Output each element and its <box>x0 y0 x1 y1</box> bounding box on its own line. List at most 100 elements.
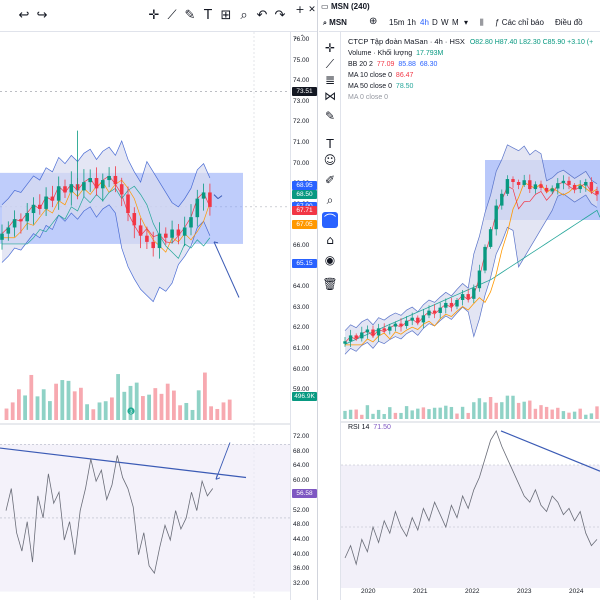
volume-bar <box>10 402 15 420</box>
undo-arrow-icon[interactable]: ↩ <box>18 8 30 23</box>
volume-bar <box>561 411 566 419</box>
fib-icon[interactable]: ≣ <box>324 73 336 87</box>
candle-body <box>393 323 398 327</box>
legend-ma-hidden-row: MA 0 close 0 <box>348 92 593 103</box>
trend-line-icon[interactable]: ⟋ <box>167 8 177 23</box>
candle-body <box>145 235 149 242</box>
brush-icon[interactable]: ✎ <box>324 109 336 123</box>
price-axis-label: 63.00 <box>293 303 310 311</box>
ruler-icon[interactable]: ✐ <box>324 173 336 187</box>
symbol-search[interactable]: ⌕ MSN <box>323 18 347 28</box>
eye-icon[interactable]: ◉ <box>324 253 336 267</box>
crosshair-icon[interactable]: ✛ <box>324 41 336 55</box>
volume-bar <box>23 395 27 420</box>
zoom-icon[interactable]: ⌕ <box>240 8 248 23</box>
volume-bar <box>500 402 504 419</box>
legend-bb-row: BB 20 2 77.09 85.88 68.30 <box>348 59 593 70</box>
interval-4h[interactable]: 4h <box>420 18 429 27</box>
volume-bar <box>48 401 52 420</box>
candle-body <box>427 310 431 316</box>
candle-body <box>201 192 206 199</box>
interval-W[interactable]: W <box>441 18 449 27</box>
candle-body <box>343 341 347 344</box>
trash-icon[interactable]: 🗑 <box>322 277 338 291</box>
dropdown-chevron-icon[interactable]: ▾ <box>464 18 469 27</box>
rsi-axis-label: 40.00 <box>293 550 310 558</box>
left-price-chart[interactable]: 3 <box>0 32 290 600</box>
volume-bar <box>41 389 46 420</box>
add-icon[interactable]: + <box>295 3 305 16</box>
candle-body <box>119 184 124 195</box>
price-axis-label: 75.00 <box>293 56 310 64</box>
candle-body <box>561 180 566 184</box>
candle-body <box>511 179 515 182</box>
interval-1h[interactable]: 1h <box>407 18 416 27</box>
emoji-icon[interactable]: ☺ <box>323 153 337 167</box>
indicators-button[interactable]: ƒ Các chỉ báo <box>495 18 544 27</box>
volume-bar <box>466 412 470 419</box>
price-badge: 68.95 <box>292 180 317 190</box>
candle-body <box>494 205 498 230</box>
close-icon[interactable]: ✕ <box>308 5 316 15</box>
volume-bar <box>91 409 96 420</box>
window-title: MSN (240) <box>331 2 370 11</box>
crosshair-icon[interactable]: ✛ <box>148 8 160 23</box>
candle-body <box>0 233 4 240</box>
text-icon[interactable]: T <box>204 8 212 23</box>
right-chart-pane[interactable]: ▭ MSN (240) ⌕ MSN ⊕ 15m 1h 4h D W M ▾ ⫼ … <box>319 0 600 600</box>
lock-icon[interactable]: ⌂ <box>326 233 334 247</box>
candle-body <box>595 190 599 195</box>
text-icon[interactable]: T <box>326 137 334 151</box>
time-axis-label: 2022 <box>465 588 480 595</box>
bb-basis: 77.09 <box>376 61 395 68</box>
undo-icon[interactable]: ↶ <box>256 8 268 23</box>
candle-body <box>189 217 193 228</box>
interval-M[interactable]: M <box>452 18 459 27</box>
redo-arrow-icon[interactable]: ↪ <box>36 8 48 23</box>
volume-bar <box>343 410 347 419</box>
volume-bar <box>371 413 375 419</box>
legend-ma50-row: MA 50 close 0 78.50 <box>348 81 593 92</box>
candle-body <box>528 180 532 190</box>
volume-label: Volume · Khối lượng <box>348 50 413 57</box>
measure-icon[interactable]: ⊞ <box>220 8 232 23</box>
volume-bar <box>404 406 409 419</box>
volume-bar <box>584 414 588 419</box>
ma50-value: 78.50 <box>395 83 414 90</box>
left-chart-pane[interactable]: ✛ ⟋ ✎ T ⊞ ⌕ ↶ ↷ ↩ ↪ + ✕ 3 76.00 75.00 74.0… <box>0 0 318 600</box>
price-axis-label: 71.00 <box>293 139 310 146</box>
trend-line-icon[interactable]: ⟋ <box>325 57 335 71</box>
candle-body <box>567 180 571 185</box>
brush-icon[interactable]: ✎ <box>184 8 196 23</box>
candle-body <box>56 186 61 201</box>
volume-bar <box>66 380 71 420</box>
pattern-icon[interactable]: ⋈ <box>324 89 336 103</box>
volume-bar <box>54 383 58 420</box>
left-price-axis[interactable]: 76.0075.0074.0073.0072.0071.0070.0069.00… <box>290 32 317 600</box>
drawn-arrow-head <box>213 194 223 200</box>
volume-bar <box>550 409 554 419</box>
candle-body <box>360 332 364 339</box>
volume-bar <box>172 390 176 420</box>
redo-icon[interactable]: ↷ <box>274 8 286 23</box>
interval-D[interactable]: D <box>432 18 438 27</box>
magnet-icon[interactable]: ⌒ <box>322 212 338 228</box>
interval-15m[interactable]: 15m <box>389 18 405 27</box>
right-price-chart[interactable] <box>341 32 600 588</box>
layout-button[interactable]: Điều đồ <box>555 18 583 27</box>
volume-bar <box>221 402 226 420</box>
zoom-in-icon[interactable]: ⌕ <box>326 193 334 207</box>
candle-body <box>113 175 118 185</box>
rsi-trendline <box>500 430 600 472</box>
rsi-axis-label: 32.00 <box>293 580 310 588</box>
candle-type-icon[interactable]: ⫼ <box>480 18 484 27</box>
compare-add-icon[interactable]: ⊕ <box>369 16 378 27</box>
candle-body <box>444 302 448 308</box>
volume-bar <box>354 409 358 419</box>
volume-bar <box>449 406 454 419</box>
volume-bar <box>227 399 232 420</box>
rsi-label: RSI 14 <box>348 424 370 431</box>
time-axis[interactable]: 2020 2021 2022 2023 2024 <box>341 588 600 600</box>
ma10-value: 86.47 <box>395 72 414 79</box>
volume-bar <box>455 413 459 419</box>
